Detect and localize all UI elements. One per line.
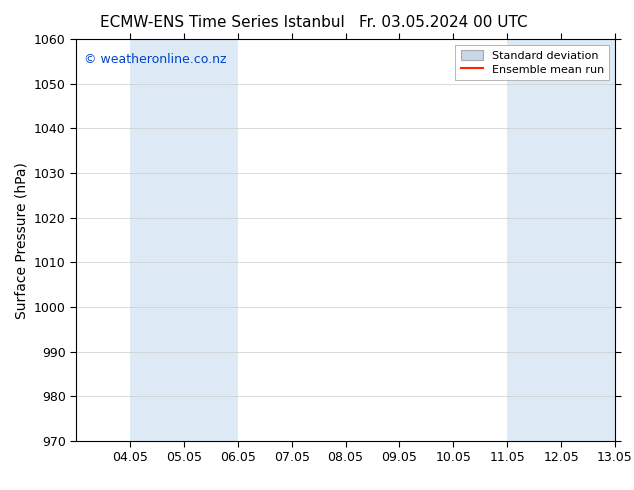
- Bar: [130, 39, 238, 441]
- Legend: Standard deviation, Ensemble mean run: Standard deviation, Ensemble mean run: [455, 45, 609, 80]
- Y-axis label: Surface Pressure (hPa): Surface Pressure (hPa): [14, 162, 29, 318]
- Text: © weatheronline.co.nz: © weatheronline.co.nz: [84, 53, 227, 66]
- Bar: [507, 39, 615, 441]
- Text: ECMW-ENS Time Series Istanbul: ECMW-ENS Time Series Istanbul: [100, 15, 344, 30]
- Text: Fr. 03.05.2024 00 UTC: Fr. 03.05.2024 00 UTC: [359, 15, 528, 30]
